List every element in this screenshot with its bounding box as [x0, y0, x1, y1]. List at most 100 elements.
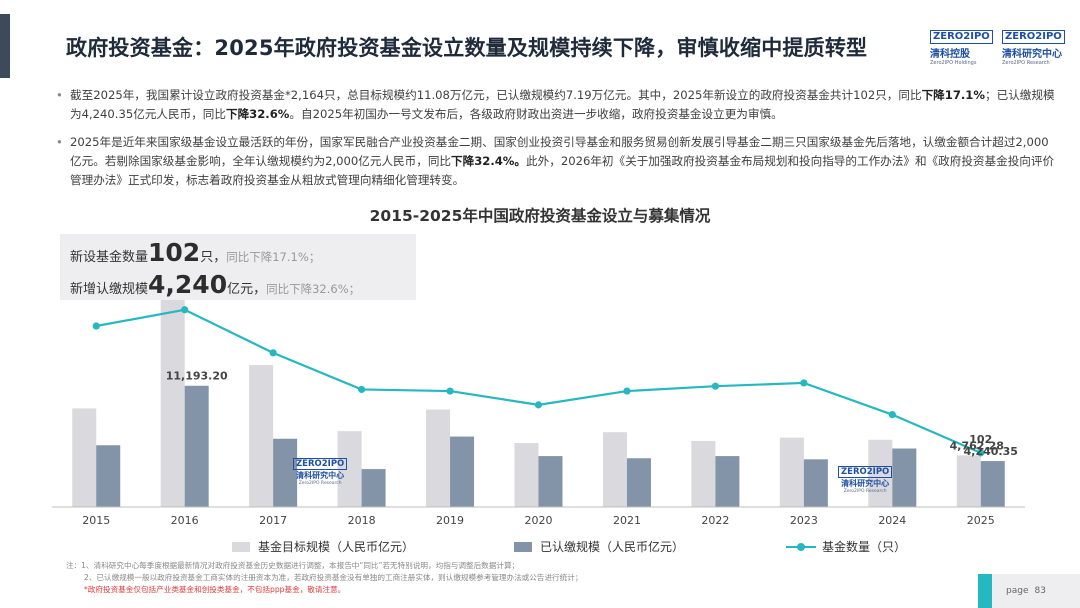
- callout-scale-value: 4,240: [148, 270, 228, 299]
- legend-item-target: 基金目标规模（人民币亿元）: [232, 538, 414, 555]
- x-tick-label: 2018: [348, 514, 376, 527]
- title-accent-bar: [0, 14, 10, 78]
- bullet-text: 2025年是近年来国家级基金设立最活跃的年份，国家军民融合产业投资基金二期、国家…: [70, 135, 1049, 168]
- logo-brand: ZERO2IPO: [1002, 30, 1065, 44]
- bar-target-scale: [160, 286, 185, 507]
- x-tick-label: 2025: [967, 514, 995, 527]
- page-title: 政府投资基金：2025年政府投资基金设立数量及规模持续下降，审慎收缩中提质转型: [66, 36, 868, 60]
- bar-subscribed-scale: [892, 448, 917, 507]
- callout-count-value: 102: [148, 238, 201, 267]
- legend-label: 基金数量（只）: [822, 540, 907, 554]
- logo-en: Zero2IPO Research: [1002, 60, 1050, 66]
- note-line-warning: *政府投资基金仅包括产业类基金和创投类基金，不包括ppp基金，敬请注意。: [84, 585, 346, 594]
- x-tick-label: 2023: [790, 514, 818, 527]
- bar-subscribed-scale: [450, 436, 475, 507]
- logo-cn: 清科控股: [930, 49, 970, 60]
- data-label: 102: [969, 433, 992, 446]
- bullet-text: 截至2025年，我国累计设立政府投资基金*2,164只，总目标规模约11.08万…: [70, 88, 922, 102]
- callout-count-row: 新设基金数量102只，同比下降17.1%；: [70, 238, 320, 267]
- summary-callout: 新设基金数量102只，同比下降17.1%； 新增认缴规模4,240亿元，同比下降…: [60, 234, 416, 300]
- legend-swatch: [232, 541, 250, 552]
- bar-subscribed-scale: [803, 459, 828, 507]
- fund-count-point: [446, 387, 454, 395]
- bar-subscribed-scale: [538, 456, 563, 507]
- legend-label: 基金目标规模（人民币亿元）: [258, 540, 415, 554]
- bar-target-scale: [956, 455, 981, 507]
- chart-title: 2015-2025年中国政府投资基金设立与募集情况: [369, 207, 711, 225]
- watermark-cn: 清科研究中心: [841, 479, 890, 488]
- callout-count-unit: 只，: [200, 250, 227, 265]
- bar-subscribed-scale: [715, 456, 740, 507]
- bar-target-scale: [72, 408, 97, 507]
- bar-target-scale: [691, 440, 716, 507]
- x-tick-label: 2019: [436, 514, 464, 527]
- callout-scale-unit: 亿元，: [227, 282, 267, 297]
- bullet-text: 此外，2026年初《关于加强政府投资基金布局规划和投向指导的工作办法》和《政府投…: [70, 154, 1055, 187]
- bar-subscribed-scale: [626, 458, 651, 507]
- callout-count-note: 同比下降17.1%；: [226, 250, 321, 264]
- bullet-highlight: 下降32.4%。: [451, 154, 527, 168]
- fund-count-point: [92, 322, 100, 330]
- fund-count-point: [534, 401, 543, 409]
- logo-brand: ZERO2IPO: [930, 30, 993, 44]
- watermark-brand: ZERO2IPO: [838, 466, 893, 478]
- bullet-text: ；已认缴规模为4,240.35亿元人民币，同比: [70, 88, 1055, 121]
- page-value: 83: [1034, 586, 1046, 596]
- watermark-brand: ZERO2IPO: [293, 458, 348, 470]
- bullet-item: 2025年是近年来国家级基金设立最活跃的年份，国家军民融合产业投资基金二期、国家…: [56, 133, 1056, 190]
- data-label: 11,193.20: [166, 370, 228, 383]
- x-tick-label: 2016: [171, 514, 199, 527]
- summary-bullets: 截至2025年，我国累计设立政府投资基金*2,164只，总目标规模约11.08万…: [56, 86, 1056, 199]
- bar-subscribed-scale: [980, 461, 1005, 507]
- logo-cn: 清科研究中心: [1002, 49, 1062, 60]
- callout-scale-note: 同比下降32.6%；: [266, 282, 361, 296]
- page-number: page 83: [992, 574, 1080, 608]
- x-tick-label: 2021: [613, 514, 641, 527]
- bar-subscribed-scale: [184, 385, 209, 507]
- x-tick-label: 2020: [525, 514, 553, 527]
- bar-target-scale: [868, 439, 893, 507]
- zero2ipo-research-logo: ZERO2IPO 清科研究中心 Zero2IPO Research: [1002, 30, 1065, 66]
- watermark-en: Zero2IPO Research: [298, 481, 342, 486]
- x-tick-label: 2017: [259, 514, 287, 527]
- fund-count-point: [711, 382, 720, 390]
- fund-count-point: [800, 379, 808, 387]
- callout-scale-prefix: 新增认缴规模: [70, 282, 149, 297]
- bar-subscribed-scale: [273, 438, 298, 507]
- note-line: 注：1、清科研究中心每季度根据最新情况对政府投资基金历史数据进行调整，本报告中“…: [66, 561, 520, 570]
- legend-label: 已认缴规模（人民币亿元）: [540, 540, 685, 554]
- chart-notes: 注：1、清科研究中心每季度根据最新情况对政府投资基金历史数据进行调整，本报告中“…: [66, 560, 582, 596]
- fund-count-point: [623, 387, 631, 395]
- bullet-text: 。自2025年初国办一号文发布后，各级政府财政出资进一步收缩，政府投资基金设立更…: [289, 107, 783, 121]
- legend-item-subscribed: 已认缴规模（人民币亿元）: [514, 538, 684, 555]
- fund-count-point: [888, 411, 896, 419]
- research-watermark: ZERO2IPO 清科研究中心 Zero2IPO Research: [293, 458, 348, 486]
- fund-count-point: [357, 385, 366, 394]
- footer-accent-bar: [978, 574, 992, 608]
- data-label: 4,762.28: [950, 439, 1004, 452]
- bullet-item: 截至2025年，我国累计设立政府投资基金*2,164只，总目标规模约11.08万…: [56, 86, 1056, 124]
- legend-item-count: 基金数量（只）: [786, 538, 906, 555]
- fund-count-point: [181, 306, 189, 314]
- fund-count-point: [977, 449, 985, 457]
- bar-subscribed-scale: [361, 469, 386, 507]
- bar-target-scale: [249, 365, 274, 507]
- callout-count-prefix: 新设基金数量: [70, 250, 149, 265]
- watermark-cn: 清科研究中心: [296, 471, 345, 480]
- fund-count-line: [96, 308, 982, 454]
- legend-line-swatch: [786, 542, 816, 552]
- bullet-highlight: 下降17.1%: [921, 88, 985, 102]
- fund-count-point: [269, 349, 277, 357]
- callout-scale-row: 新增认缴规模4,240亿元，同比下降32.6%；: [70, 270, 360, 299]
- bar-subscribed-scale: [96, 445, 121, 507]
- chart-legend: 基金目标规模（人民币亿元） 已认缴规模（人民币亿元） 基金数量（只）: [0, 538, 1080, 554]
- legend-swatch: [514, 541, 532, 552]
- zero2ipo-holdings-logo: ZERO2IPO 清科控股 Zero2IPO Holdings: [930, 30, 993, 66]
- bullet-highlight: 下降32.6%: [225, 107, 290, 121]
- x-tick-label: 2022: [701, 514, 729, 527]
- bar-target-scale: [602, 432, 627, 507]
- x-tick-label: 2024: [878, 514, 906, 527]
- logo-en: Zero2IPO Holdings: [930, 60, 977, 66]
- note-line: 2、已认缴规模一般以政府投资基金工商实体的注册资本为准，若政府投资基金没有单独的…: [84, 573, 583, 582]
